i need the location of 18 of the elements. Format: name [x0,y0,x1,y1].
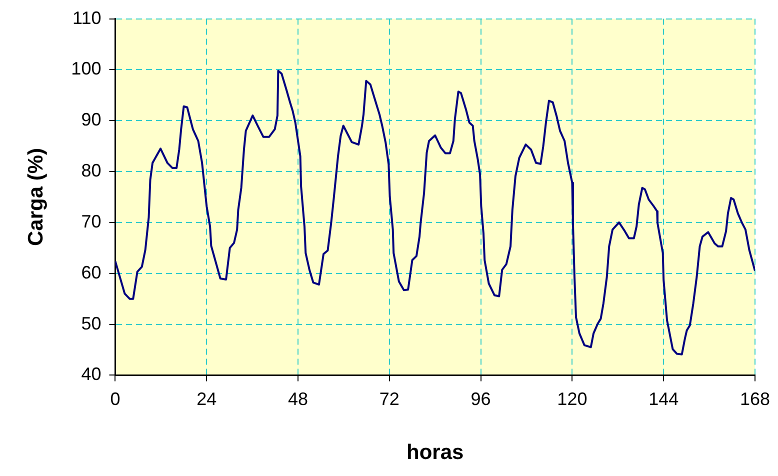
y-axis-title: Carga (%) [24,148,48,246]
x-tick-label: 24 [196,388,217,409]
y-tick-label: 50 [81,313,102,334]
x-tick-label: 0 [110,388,120,409]
y-tick-label: 110 [72,8,102,28]
x-tick-label: 48 [288,388,308,409]
y-tick-label: 80 [81,160,102,181]
y-tick-label: 90 [81,110,102,130]
x-tick-label: 72 [379,388,400,409]
y-tick-label: 40 [81,364,102,384]
x-tick-label: 96 [470,388,491,409]
x-tick-label: 168 [740,388,770,409]
x-tick-label: 144 [648,388,679,409]
x-tick-label: 120 [557,388,588,409]
y-tick-label: 60 [81,262,102,282]
y-tick-label: 100 [71,58,102,79]
x-axis-title: horas [406,441,464,464]
y-tick-label: 70 [81,211,102,232]
